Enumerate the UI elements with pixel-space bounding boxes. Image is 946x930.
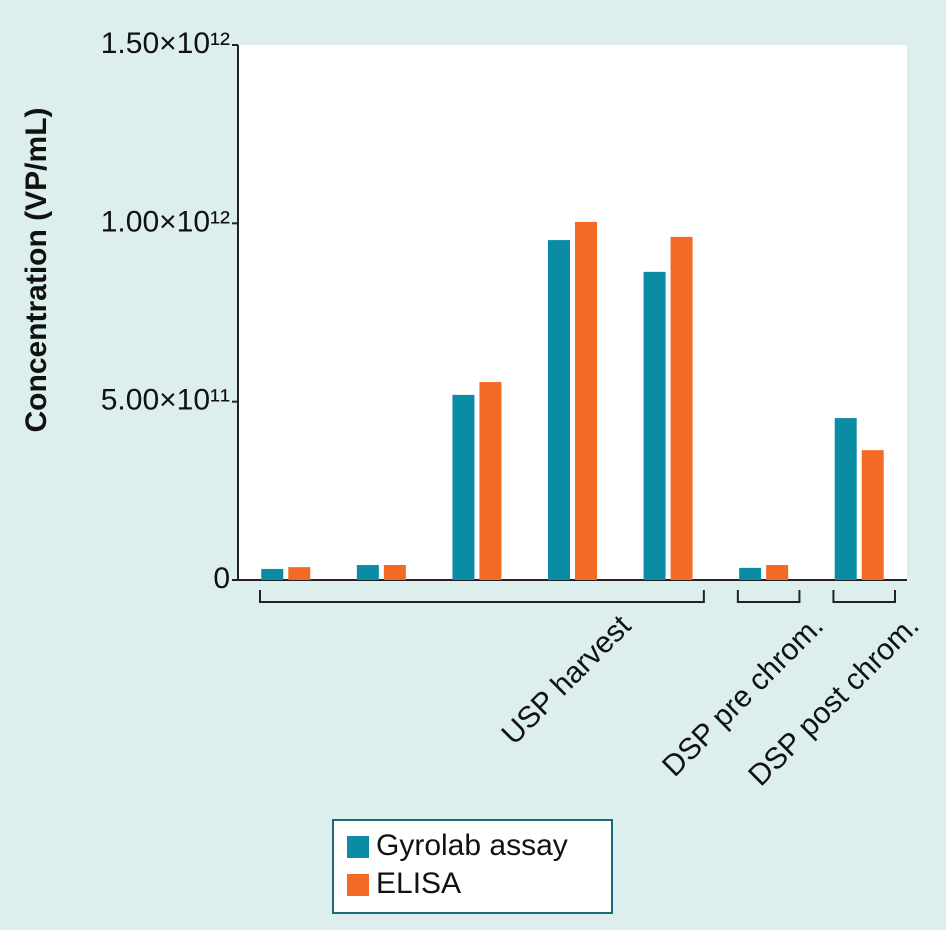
- bar: [383, 565, 406, 580]
- bar: [739, 567, 762, 580]
- bar: [548, 240, 570, 580]
- group-bracket: [736, 590, 801, 603]
- bar: [479, 382, 502, 580]
- y-tick-label: 1.00×10¹²: [101, 205, 230, 238]
- legend-label: Gyrolab assay: [376, 829, 568, 862]
- y-tick-label: 5.00×10¹¹: [101, 384, 230, 417]
- bar: [261, 568, 284, 580]
- bar: [861, 450, 884, 580]
- y-axis-label: Concentration (VP/mL): [20, 107, 53, 432]
- legend-label: ELISA: [376, 867, 461, 900]
- legend-box: [332, 819, 613, 914]
- legend-swatch: [347, 874, 369, 896]
- legend-swatch: [347, 836, 369, 858]
- y-tick-label: 1.50×10¹²: [101, 27, 230, 60]
- bar: [575, 221, 597, 580]
- bar: [834, 418, 857, 580]
- bar: [670, 236, 693, 581]
- group-bracket: [259, 590, 705, 603]
- plot-area: [238, 45, 907, 580]
- bar: [643, 271, 666, 580]
- y-tick-label: 0: [213, 562, 230, 595]
- bar: [452, 394, 475, 580]
- bar: [356, 565, 379, 580]
- bar: [288, 567, 311, 580]
- group-bracket: [832, 590, 896, 603]
- bar: [766, 565, 789, 580]
